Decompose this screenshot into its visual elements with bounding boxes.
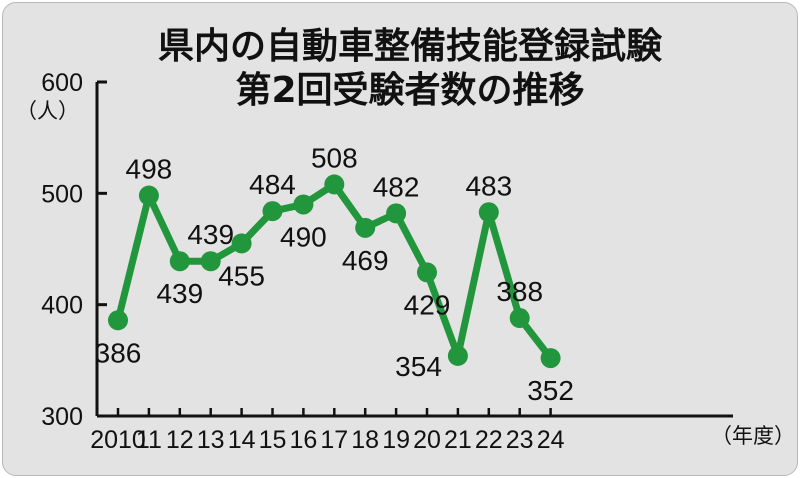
data-label: 429 [404,289,451,320]
x-tick-label: 16 [289,426,317,454]
data-label: 455 [218,260,265,291]
data-label: 484 [249,169,296,200]
x-tick-label: 15 [259,426,287,454]
data-point [231,233,252,254]
data-point [355,217,376,238]
x-tick-label: 14 [228,426,256,454]
data-point [293,194,314,215]
x-tick-label: 2010 [90,426,146,454]
data-label: 490 [280,221,327,252]
y-tick-label: 300 [41,403,83,431]
data-point [169,251,190,272]
data-point [540,348,561,369]
data-point [200,251,221,272]
x-tick-label: 12 [166,426,194,454]
data-point [417,262,437,283]
y-axis-ticks: 300 400 500 600 [41,69,107,431]
y-tick-label: 400 [41,292,83,320]
data-label: 386 [95,337,142,368]
y-axis-unit-label: （人） [16,99,79,123]
chart-title-line-1: 県内の自動車整備技能登録試験 [158,26,663,67]
axes [95,82,733,418]
x-tick-label: 24 [537,426,565,454]
x-tick-label: 18 [351,426,379,454]
data-label: 498 [126,154,173,185]
data-point [108,310,128,331]
x-tick-label: 20 [413,426,441,454]
data-point [138,185,159,206]
chart-title-line-2: 第2回受験者数の推移 [235,70,584,111]
series-layer [108,174,561,369]
data-label: 469 [342,245,389,276]
data-label: 482 [373,171,420,202]
y-tick-label: 500 [41,180,83,208]
data-label: 483 [465,170,512,201]
x-axis-unit-label: （年度） [711,424,795,448]
data-label: 352 [527,375,574,406]
data-point [386,203,407,224]
data-point [324,174,345,195]
x-tick-label: 19 [382,426,410,454]
x-tick-label: 23 [506,426,534,454]
data-label: 354 [395,351,442,382]
y-tick-label: 600 [41,69,83,97]
data-point [262,201,283,222]
x-tick-label: 13 [197,426,225,454]
data-label: 439 [156,278,203,309]
data-point [478,202,499,223]
data-label: 388 [496,276,543,307]
x-tick-label: 11 [136,426,162,454]
data-label: 508 [311,142,358,173]
x-tick-label: 17 [320,426,348,454]
x-tick-label: 22 [475,426,503,454]
data-label: 439 [187,219,234,250]
data-point [509,308,530,329]
data-labels: 386 498 439 439 455 484 490 508 469 482 429 354 483 3… [95,142,574,406]
data-point [447,345,468,366]
x-tick-label: 21 [444,426,472,454]
